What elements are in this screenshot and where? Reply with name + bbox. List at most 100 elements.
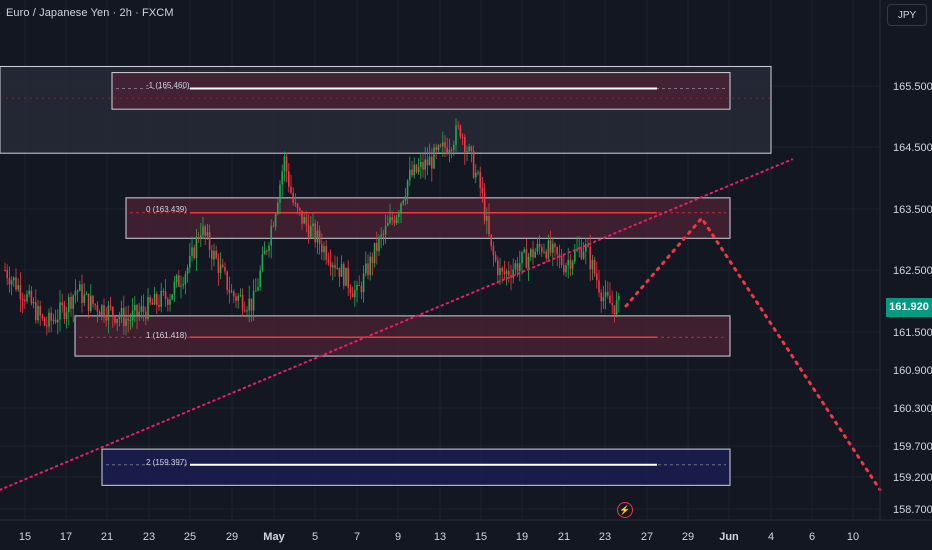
candle-body — [193, 247, 195, 259]
candle-body — [79, 284, 81, 291]
candle-body — [312, 223, 314, 227]
candle-body — [303, 217, 305, 224]
x-tick-label: 23 — [599, 531, 611, 543]
candle-body — [437, 145, 440, 150]
candle-body — [63, 305, 66, 319]
candle-body — [277, 202, 279, 215]
x-tick-label: 5 — [312, 531, 318, 543]
candle-body — [32, 301, 35, 304]
candle-body — [6, 270, 8, 279]
candle-body — [530, 249, 532, 257]
candle-body — [435, 147, 437, 150]
candle-body — [479, 172, 481, 188]
candle-body — [171, 294, 173, 300]
candle-body — [233, 291, 235, 297]
candle-body — [175, 275, 178, 283]
candle-body — [248, 298, 250, 311]
annotation-lines — [0, 158, 882, 492]
y-tick-label: 159.700 — [893, 441, 932, 453]
candle-body — [178, 275, 180, 287]
candle-body — [131, 310, 134, 321]
candle-body — [519, 263, 521, 272]
candle-body — [68, 296, 70, 313]
candle-body — [536, 244, 539, 252]
candle-body — [164, 291, 167, 299]
candle-body — [580, 247, 583, 259]
y-tick-label: 158.700 — [893, 504, 932, 516]
candle-body — [15, 277, 17, 290]
candle-body — [28, 290, 30, 295]
candle-body — [376, 242, 378, 252]
candles — [4, 118, 620, 336]
candle-body — [98, 311, 101, 315]
candle-body — [453, 144, 455, 150]
candle-body — [477, 172, 479, 174]
x-tick-label: 21 — [101, 531, 113, 543]
x-tick-label: 4 — [768, 531, 774, 543]
fib-label-minus-1: -1 (165.460) — [146, 81, 190, 90]
candle-body — [411, 169, 413, 176]
candle-body — [250, 298, 253, 311]
candle-body — [398, 213, 400, 217]
candle-body — [347, 267, 349, 288]
candle-body — [516, 263, 519, 272]
candle-body — [514, 263, 517, 270]
candle-body — [305, 217, 308, 225]
candle-body — [310, 226, 312, 238]
candle-body — [598, 280, 600, 293]
candle-body — [70, 296, 72, 309]
candle-body — [439, 145, 442, 147]
candle-body — [140, 306, 143, 312]
candle-body — [602, 297, 605, 302]
candle-body — [76, 290, 79, 292]
candle-body — [83, 294, 85, 304]
candle-body — [490, 234, 492, 246]
candle-body — [186, 267, 189, 275]
x-tick-label: 27 — [641, 531, 653, 543]
candle-body — [19, 285, 22, 299]
candle-body — [149, 297, 151, 303]
candle-body — [213, 250, 215, 260]
candle-body — [582, 251, 585, 259]
candle-body — [182, 284, 184, 286]
candle-body — [219, 264, 222, 274]
candle-body — [609, 295, 611, 304]
candle-body — [406, 180, 409, 196]
candle-body — [105, 317, 107, 321]
candle-body — [415, 164, 418, 173]
candle-body — [85, 293, 88, 295]
candle-body — [107, 305, 110, 321]
x-tick-label: Jun — [719, 531, 739, 543]
candle-body — [413, 164, 415, 176]
chart-title: Euro / Japanese Yen · 2h · FXCM — [6, 7, 174, 19]
candle-body — [65, 312, 68, 319]
currency-button[interactable]: JPY — [887, 4, 927, 26]
candle-body — [252, 290, 255, 311]
lightning-icon[interactable]: ⚡ — [617, 502, 633, 518]
candle-body — [239, 295, 242, 297]
candle-body — [114, 315, 116, 323]
y-tick-label: 165.500 — [893, 81, 932, 93]
projection-path — [624, 215, 882, 492]
candle-body — [468, 146, 470, 152]
candle-body — [184, 274, 187, 285]
candle-body — [145, 311, 147, 319]
x-tick-label: 19 — [516, 531, 528, 543]
candle-body — [351, 293, 354, 298]
candle-body — [611, 303, 613, 306]
candle-body — [340, 264, 343, 277]
current-price-badge: 161.920 — [886, 298, 932, 317]
candle-body — [87, 293, 90, 312]
candle-body — [501, 268, 503, 272]
candle-body — [35, 301, 37, 321]
fib-label-2: 2 (159.397) — [146, 458, 187, 467]
candle-body — [356, 285, 358, 291]
candle-body — [422, 162, 424, 170]
candle-body — [373, 242, 376, 264]
candle-body — [167, 298, 169, 305]
candle-body — [94, 304, 96, 306]
candle-body — [508, 270, 510, 276]
candle-body — [481, 187, 484, 194]
